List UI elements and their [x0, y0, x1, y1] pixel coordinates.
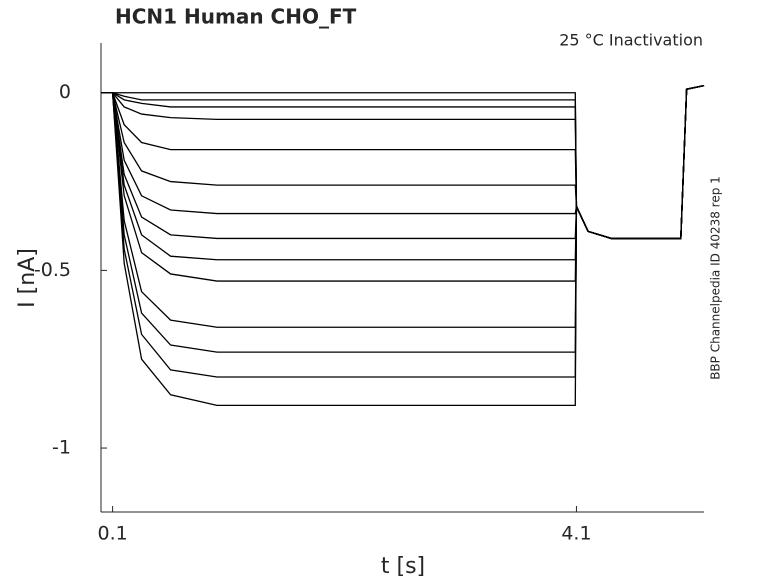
- trace: [101, 85, 705, 240]
- trace: [101, 85, 705, 240]
- trace: [101, 85, 705, 240]
- y-tick-label: 0: [59, 81, 71, 103]
- annotation: 25 °C Inactivation: [559, 31, 703, 50]
- y-axis-label: I [nA]: [15, 248, 40, 308]
- trace: [101, 85, 705, 240]
- trace: [101, 85, 705, 240]
- x-tick-label: 0.1: [97, 523, 127, 545]
- chart-title: HCN1 Human CHO_FT: [115, 5, 357, 29]
- x-tick-label: 4.1: [561, 523, 591, 545]
- trace: [101, 85, 705, 261]
- x-axis-label: t [s]: [381, 554, 425, 579]
- side-note: BBP Channelpedia ID 40238 rep 1: [709, 176, 723, 380]
- y-tick-label: -0.5: [34, 259, 71, 281]
- trace: [101, 85, 705, 378]
- trace: [101, 85, 705, 407]
- y-tick-label: -1: [52, 437, 71, 459]
- trace: [101, 85, 705, 240]
- trace: [101, 85, 705, 240]
- trace: [101, 85, 705, 353]
- trace: [101, 85, 705, 328]
- trace: [101, 85, 705, 240]
